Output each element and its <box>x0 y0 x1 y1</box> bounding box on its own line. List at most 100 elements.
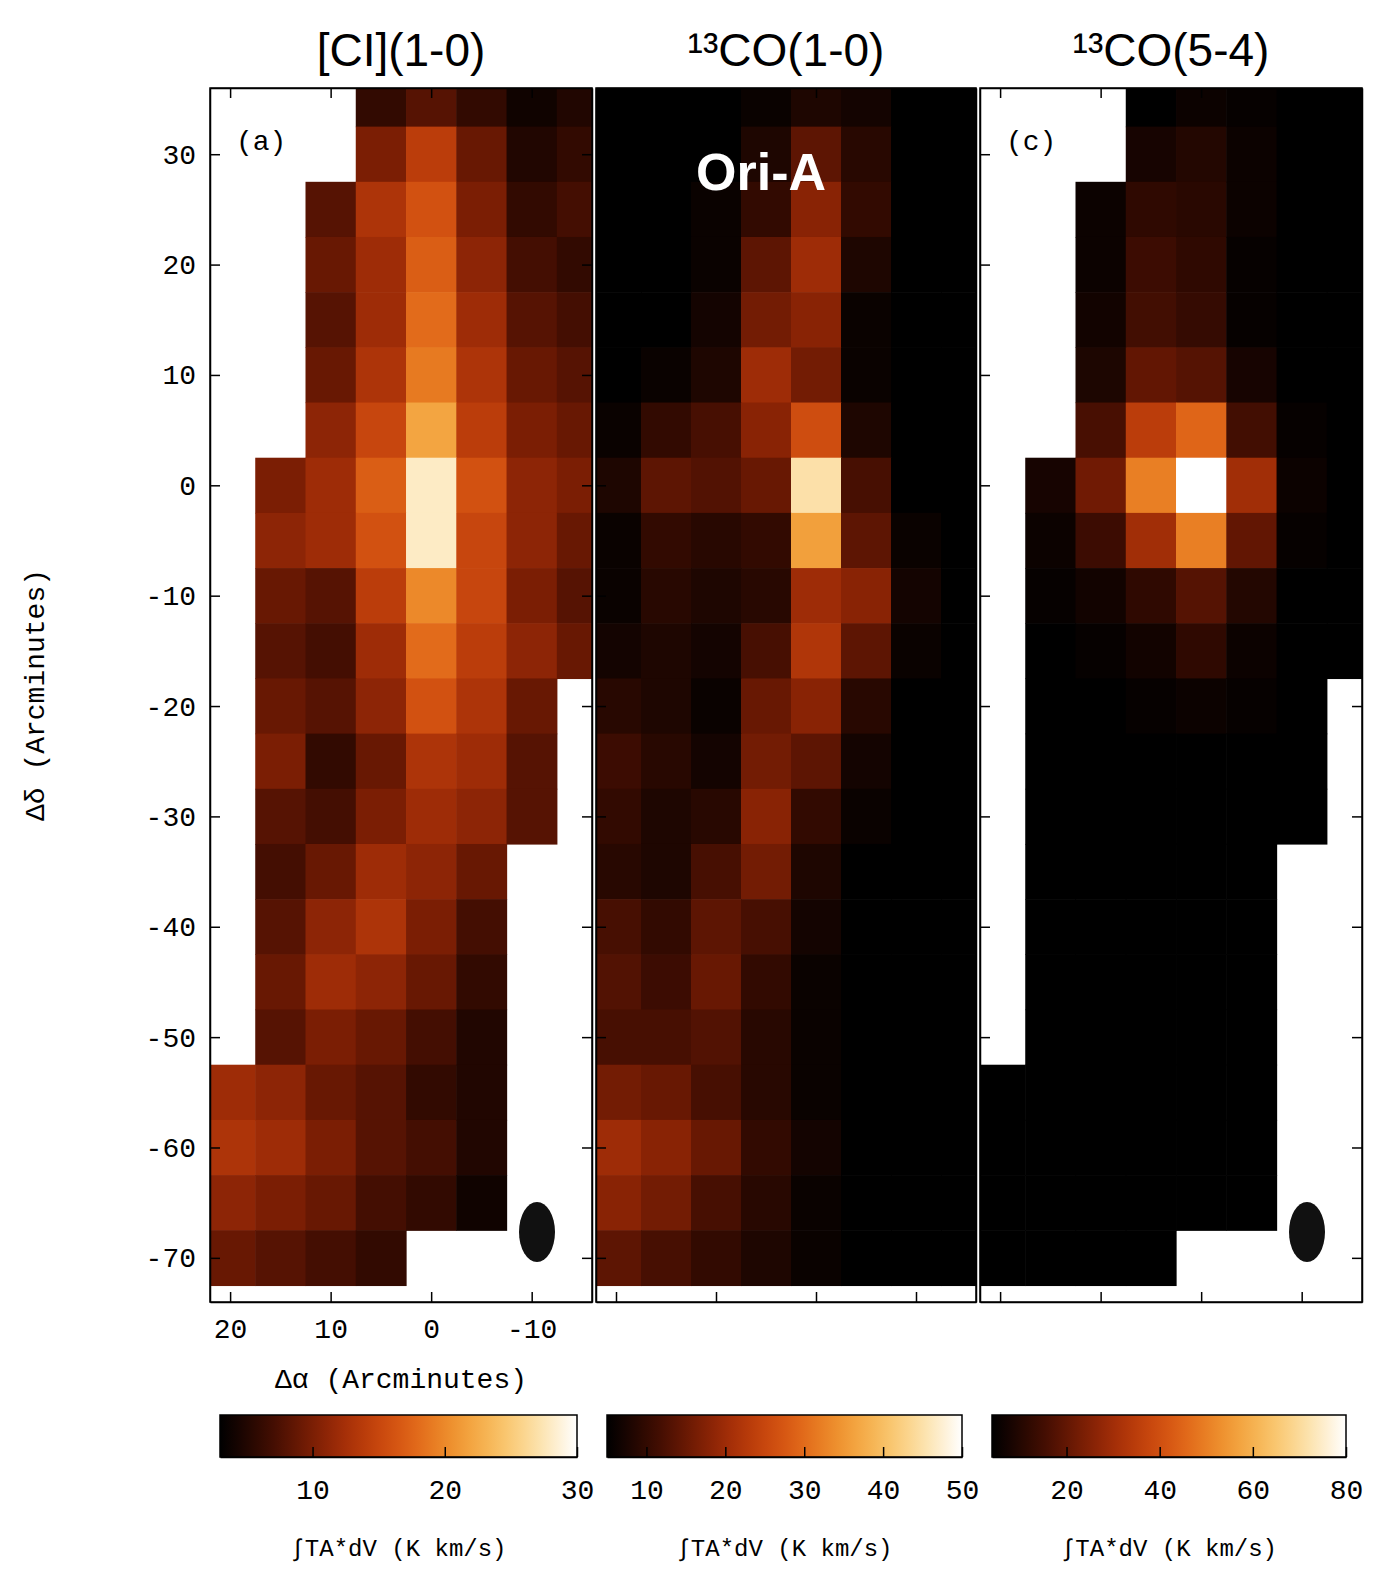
tick-mark <box>966 375 976 377</box>
cell <box>596 844 642 900</box>
cell <box>1025 458 1076 514</box>
tick <box>582 154 592 155</box>
cell <box>557 88 592 127</box>
cell <box>941 347 976 403</box>
cell <box>306 1010 357 1066</box>
cell <box>791 1010 842 1066</box>
cell <box>641 127 692 183</box>
tick-mark <box>966 816 976 818</box>
figure: 3020100-10-20-30-40-50-60-7020100-10[CI]… <box>0 0 1381 1578</box>
tick-mark <box>582 264 592 266</box>
cell <box>891 1120 942 1176</box>
tick-mark <box>1201 88 1203 98</box>
cell <box>1076 844 1127 900</box>
tick <box>582 927 592 928</box>
cell <box>507 127 558 183</box>
cell <box>1277 458 1328 514</box>
cell <box>1176 954 1227 1010</box>
cell <box>691 789 742 845</box>
cell <box>1076 513 1127 569</box>
colorbar-tick-label: 10 <box>296 1476 330 1507</box>
cell <box>1277 347 1328 403</box>
cell <box>841 899 892 955</box>
cell <box>596 513 642 569</box>
tick-mark <box>210 154 220 156</box>
cell <box>1226 954 1277 1010</box>
tick <box>331 88 332 98</box>
tick-mark <box>1352 1147 1362 1149</box>
cell <box>1076 237 1127 293</box>
panel: ¹³CO(5-4)(c)20406080∫TA*dV (K km/s) <box>975 24 1378 1563</box>
cell <box>1076 1230 1127 1286</box>
tick-mark <box>431 1292 433 1302</box>
panel-title: ¹³CO(1-0) <box>688 24 885 76</box>
tick <box>582 375 592 376</box>
tick <box>916 88 917 98</box>
cell <box>356 899 407 955</box>
tick: 0 <box>423 1292 440 1346</box>
cell <box>841 347 892 403</box>
tick <box>582 485 592 486</box>
cell <box>1327 513 1362 569</box>
y-tick-label: -60 <box>146 1134 196 1165</box>
colorbar-tick-label: 20 <box>1050 1476 1084 1507</box>
cell <box>791 347 842 403</box>
tick-mark <box>1352 154 1362 156</box>
tick-mark <box>531 1292 533 1302</box>
tick-mark <box>966 1258 976 1260</box>
cell <box>1025 1230 1076 1286</box>
cell <box>841 127 892 183</box>
plot-frame <box>210 88 592 1302</box>
cell <box>306 513 357 569</box>
cell <box>406 182 457 238</box>
tick: 30 <box>561 1447 595 1507</box>
cell <box>406 88 457 127</box>
cell <box>1176 734 1227 790</box>
tick <box>431 88 432 98</box>
tick <box>1000 88 1001 98</box>
cell <box>691 1010 742 1066</box>
tick: -10 <box>507 1292 557 1346</box>
cell <box>1327 127 1362 183</box>
cell <box>1176 347 1227 403</box>
colorbar-tick-label: 40 <box>867 1476 901 1507</box>
cell <box>941 1065 976 1121</box>
colorbar-tick-label: 20 <box>709 1476 743 1507</box>
cell <box>941 1010 976 1066</box>
colorbar-tick-label: 60 <box>1237 1476 1271 1507</box>
cell <box>641 347 692 403</box>
tick <box>1352 927 1362 928</box>
cell <box>1126 292 1177 348</box>
cell <box>507 623 558 679</box>
cell <box>1176 1120 1227 1176</box>
tick-mark <box>1352 485 1362 487</box>
cell <box>1327 403 1362 459</box>
cell <box>1176 182 1227 238</box>
cell <box>791 88 842 127</box>
cell <box>1176 403 1227 459</box>
axis-line <box>597 1302 977 1304</box>
tick <box>980 154 990 155</box>
axis-line <box>981 1302 1363 1304</box>
cell <box>741 347 792 403</box>
cell <box>1277 623 1328 679</box>
tick-mark <box>210 706 220 708</box>
cell <box>406 347 457 403</box>
cell <box>507 292 558 348</box>
tick-mark <box>980 1258 990 1260</box>
annotation: Ori-A <box>696 143 826 201</box>
cell <box>641 568 692 624</box>
y-axis-title: Δδ (Arcminutes) <box>21 569 52 821</box>
y-tick-label: -30 <box>146 803 196 834</box>
cell <box>406 844 457 900</box>
tick <box>532 88 533 98</box>
cell <box>741 292 792 348</box>
cell <box>356 1120 407 1176</box>
cell <box>1025 899 1076 955</box>
cell <box>306 347 357 403</box>
cell <box>891 458 942 514</box>
cell <box>691 844 742 900</box>
cell <box>210 1120 256 1176</box>
cell <box>255 734 306 790</box>
cell <box>456 1120 507 1176</box>
